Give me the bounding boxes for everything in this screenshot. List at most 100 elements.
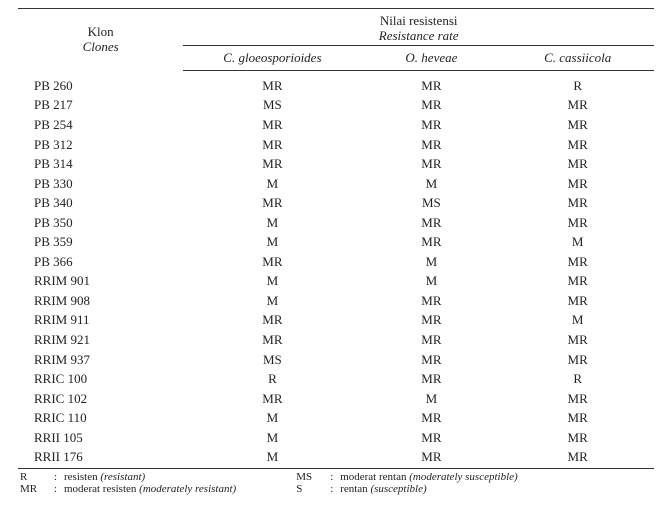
col-header-group: Nilai resistensi Resistance rate — [183, 9, 654, 46]
cell-value: MR — [501, 135, 654, 155]
cell-value: M — [183, 271, 361, 291]
cell-value: M — [183, 291, 361, 311]
col-header-pathogen-2: O. heveae — [361, 45, 501, 70]
cell-clone: RRIM 937 — [18, 350, 183, 370]
cell-clone: PB 312 — [18, 135, 183, 155]
cell-value: MR — [361, 428, 501, 448]
cell-value: MR — [501, 154, 654, 174]
cell-clone: PB 366 — [18, 252, 183, 272]
cell-clone: PB 260 — [18, 70, 183, 95]
table-row: PB 254MRMRMR — [18, 115, 654, 135]
table-row: PB 312MRMRMR — [18, 135, 654, 155]
legend-key: R — [20, 471, 54, 483]
table-row: PB 217MSMRMR — [18, 95, 654, 115]
cell-clone: PB 314 — [18, 154, 183, 174]
cell-value: M — [183, 447, 361, 468]
col-header-clone-en: Clones — [18, 40, 183, 55]
col-header-clone: Klon Clones — [18, 9, 183, 71]
col-header-clone-id: Klon — [88, 24, 114, 39]
cell-value: M — [183, 174, 361, 194]
cell-value: M — [183, 232, 361, 252]
col-header-pathogen-3: C. cassiicola — [501, 45, 654, 70]
cell-value: MR — [501, 95, 654, 115]
cell-value: MR — [361, 408, 501, 428]
table-row: RRIC 100RMRR — [18, 369, 654, 389]
cell-clone: RRIM 908 — [18, 291, 183, 311]
cell-clone: RRII 176 — [18, 447, 183, 468]
cell-clone: PB 330 — [18, 174, 183, 194]
cell-value: MR — [183, 154, 361, 174]
cell-value: MR — [183, 193, 361, 213]
cell-value: M — [361, 252, 501, 272]
cell-value: MR — [501, 330, 654, 350]
cell-value: MR — [361, 447, 501, 468]
cell-value: MR — [183, 310, 361, 330]
legend-text: rentan (susceptible) — [340, 483, 426, 495]
cell-value: MR — [361, 310, 501, 330]
cell-value: MR — [501, 271, 654, 291]
legend-row: MR:moderat resisten (moderately resistan… — [20, 483, 236, 495]
cell-value: M — [183, 408, 361, 428]
cell-value: MR — [361, 232, 501, 252]
table-row: PB 350MMRMR — [18, 213, 654, 233]
cell-clone: RRIC 102 — [18, 389, 183, 409]
col-header-group-en: Resistance rate — [189, 29, 648, 44]
cell-value: R — [501, 369, 654, 389]
cell-value: R — [183, 369, 361, 389]
table-row: RRII 105MMRMR — [18, 428, 654, 448]
table-row: PB 314MRMRMR — [18, 154, 654, 174]
cell-value: MR — [501, 350, 654, 370]
cell-value: MR — [361, 115, 501, 135]
table-row: PB 260MRMRR — [18, 70, 654, 95]
cell-value: MR — [361, 154, 501, 174]
cell-value: MR — [361, 330, 501, 350]
cell-value: M — [183, 213, 361, 233]
cell-value: MR — [501, 447, 654, 468]
cell-value: MR — [361, 213, 501, 233]
cell-value: MR — [361, 95, 501, 115]
legend-text: moderat rentan (moderately susceptible) — [340, 471, 517, 483]
table-row: RRIM 937MSMRMR — [18, 350, 654, 370]
cell-value: MR — [501, 428, 654, 448]
cell-value: M — [361, 174, 501, 194]
cell-value: MR — [501, 193, 654, 213]
cell-clone: PB 340 — [18, 193, 183, 213]
cell-value: R — [501, 70, 654, 95]
table-row: PB 330MMMR — [18, 174, 654, 194]
legend: R:resisten (resistant)MR:moderat resiste… — [18, 471, 654, 495]
cell-clone: PB 359 — [18, 232, 183, 252]
legend-text: resisten (resistant) — [64, 471, 145, 483]
cell-value: MR — [361, 135, 501, 155]
cell-value: MR — [361, 369, 501, 389]
cell-value: MR — [183, 330, 361, 350]
legend-row: S:rentan (susceptible) — [296, 483, 517, 495]
cell-clone: RRIC 100 — [18, 369, 183, 389]
legend-key: MR — [20, 483, 54, 495]
cell-value: M — [501, 232, 654, 252]
table-row: RRII 176MMRMR — [18, 447, 654, 468]
table-row: PB 366MRMMR — [18, 252, 654, 272]
cell-value: MR — [501, 213, 654, 233]
col-header-pathogen-1: C. gloeosporioides — [183, 45, 361, 70]
resistance-table: Klon Clones Nilai resistensi Resistance … — [18, 8, 654, 469]
table-row: RRIC 110MMRMR — [18, 408, 654, 428]
cell-value: MR — [183, 115, 361, 135]
cell-value: MR — [501, 174, 654, 194]
legend-key: MS — [296, 471, 330, 483]
cell-value: M — [183, 428, 361, 448]
cell-value: M — [361, 389, 501, 409]
table-row: RRIC 102MRMMR — [18, 389, 654, 409]
col-header-group-id: Nilai resistensi — [380, 13, 458, 28]
cell-value: MR — [183, 252, 361, 272]
cell-clone: RRII 105 — [18, 428, 183, 448]
table-row: RRIM 901MMMR — [18, 271, 654, 291]
cell-value: MR — [501, 252, 654, 272]
cell-value: MR — [501, 291, 654, 311]
cell-clone: RRIC 110 — [18, 408, 183, 428]
cell-clone: RRIM 901 — [18, 271, 183, 291]
cell-value: MR — [501, 115, 654, 135]
legend-text: moderat resisten (moderately resistant) — [64, 483, 236, 495]
table-row: PB 340MRMSMR — [18, 193, 654, 213]
legend-separator: : — [54, 483, 64, 495]
cell-value: MS — [183, 95, 361, 115]
